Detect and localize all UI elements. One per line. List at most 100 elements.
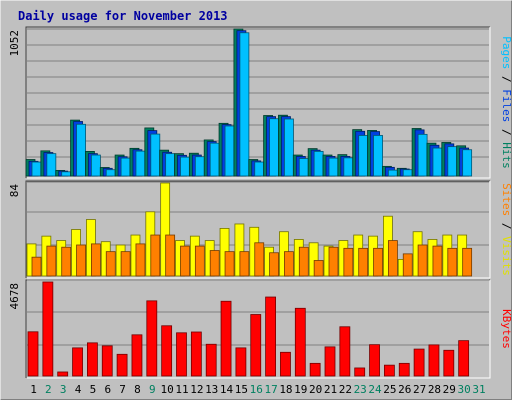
bar-kbytes-day-5 <box>87 342 98 377</box>
bar-pages-day-6 <box>105 169 116 177</box>
bar-kbytes-day-25 <box>383 364 395 377</box>
day-label-7: 7 <box>119 383 126 396</box>
bar-sites-day-8 <box>135 243 146 277</box>
bar-sites-day-2 <box>46 245 57 277</box>
day-label-26: 26 <box>398 383 411 396</box>
day-label-30: 30 <box>458 383 471 396</box>
bar-sites-day-22 <box>343 247 354 277</box>
bar-pages-day-15 <box>239 32 250 177</box>
day-label-24: 24 <box>368 383 382 396</box>
bar-kbytes-day-16 <box>250 314 262 377</box>
plot-border-light <box>27 27 491 179</box>
bar-kbytes-day-22 <box>339 326 351 377</box>
day-label-3: 3 <box>60 383 67 396</box>
bar-kbytes-day-11 <box>176 332 187 377</box>
bar-sites-day-10 <box>165 234 176 277</box>
bar-pages-day-8 <box>135 150 146 177</box>
day-label-20: 20 <box>309 383 322 396</box>
bar-kbytes-day-12 <box>190 331 202 377</box>
day-label-31: 31 <box>472 383 485 396</box>
day-label-16: 16 <box>250 383 263 396</box>
bar-pages-day-10 <box>165 153 176 177</box>
bar-sites-day-29 <box>447 247 458 277</box>
bar-sites-day-26 <box>402 253 413 277</box>
bar-sites-day-17 <box>269 252 280 277</box>
axis-label-part: KBytes <box>500 309 512 349</box>
bar-sites-day-23 <box>358 247 369 277</box>
bar-kbytes-day-9 <box>146 300 158 377</box>
day-label-12: 12 <box>190 383 203 396</box>
bar-kbytes-day-3 <box>57 371 69 377</box>
plot-border-dark <box>25 180 490 278</box>
bar-pages-day-3 <box>61 171 72 177</box>
bar-sites-day-5 <box>91 243 101 277</box>
bar-pages-day-24 <box>373 135 383 177</box>
bar-pages-day-30 <box>462 149 473 177</box>
axis-label-part: Pages <box>500 36 512 69</box>
bar-sites-day-27 <box>417 244 428 277</box>
bar-sites-day-12 <box>194 245 205 277</box>
axis-label-part: Files <box>500 89 512 122</box>
bar-sites-day-16 <box>254 242 265 277</box>
bar-sites-day-7 <box>120 251 131 277</box>
bar-sites-day-14 <box>224 251 235 277</box>
axis-label-part: Sites <box>500 183 512 216</box>
bar-pages-day-18 <box>284 118 294 177</box>
bar-pages-day-27 <box>417 133 428 177</box>
bar-visits-day-20 <box>308 242 319 277</box>
bar-kbytes-day-2 <box>42 281 54 377</box>
bar-kbytes-day-8 <box>131 334 143 377</box>
bar-kbytes-day-26 <box>398 362 410 377</box>
max-value-label: 4678 <box>8 283 21 310</box>
bar-sites-day-25 <box>387 240 398 277</box>
bar-sites-day-19 <box>298 246 309 277</box>
axis-label: KBytes <box>500 309 512 349</box>
max-value-label: 1052 <box>8 30 21 57</box>
bar-sites-day-15 <box>239 251 250 277</box>
bar-visits-day-15 <box>234 223 245 277</box>
bar-pages-day-1 <box>31 161 42 177</box>
bar-pages-day-21 <box>328 157 339 177</box>
bar-kbytes-day-27 <box>413 348 425 377</box>
bar-kbytes-day-23 <box>354 367 366 377</box>
bar-sites-day-30 <box>462 247 473 277</box>
bar-pages-day-12 <box>194 156 205 177</box>
day-label-25: 25 <box>383 383 396 396</box>
bar-sites-day-11 <box>180 245 190 277</box>
plot-border-light <box>27 280 491 379</box>
bar-kbytes-day-18 <box>280 351 291 377</box>
bar-kbytes-day-4 <box>72 347 83 377</box>
bar-sites-day-3 <box>61 246 72 277</box>
day-label-6: 6 <box>104 383 111 396</box>
day-label-5: 5 <box>90 383 97 396</box>
panel-pages-files-hits: 1052 Pages / Files / Hits <box>8 26 512 179</box>
bar-sites-day-28 <box>432 245 443 277</box>
day-label-17: 17 <box>264 383 277 396</box>
day-label-14: 14 <box>220 383 234 396</box>
bar-pages-day-7 <box>120 157 131 177</box>
bar-kbytes-day-30 <box>458 340 470 377</box>
plot-border-light <box>27 181 491 279</box>
day-label-21: 21 <box>324 383 337 396</box>
bar-sites-day-4 <box>76 244 86 277</box>
axis-label-part: / <box>500 69 512 89</box>
bar-pages-day-13 <box>209 142 220 177</box>
day-label-19: 19 <box>294 383 307 396</box>
bar-kbytes-day-24 <box>369 344 380 377</box>
bar-pages-day-29 <box>447 146 458 177</box>
bar-pages-day-26 <box>402 169 413 177</box>
bar-pages-day-14 <box>224 125 235 177</box>
axis-label-part: / <box>500 122 512 142</box>
bar-kbytes-day-13 <box>205 343 217 377</box>
bar-sites-day-9 <box>150 234 161 277</box>
bar-pages-day-25 <box>387 169 398 177</box>
bar-pages-day-11 <box>180 156 190 177</box>
panel-kbytes: 4678 KBytes <box>8 279 512 379</box>
bar-kbytes-day-1 <box>27 331 39 377</box>
bar-sites-day-20 <box>313 260 324 277</box>
chart-title: Daily usage for November 2013 <box>18 9 228 23</box>
day-label-4: 4 <box>75 383 82 396</box>
day-label-22: 22 <box>339 383 352 396</box>
bar-sites-day-21 <box>328 246 339 277</box>
